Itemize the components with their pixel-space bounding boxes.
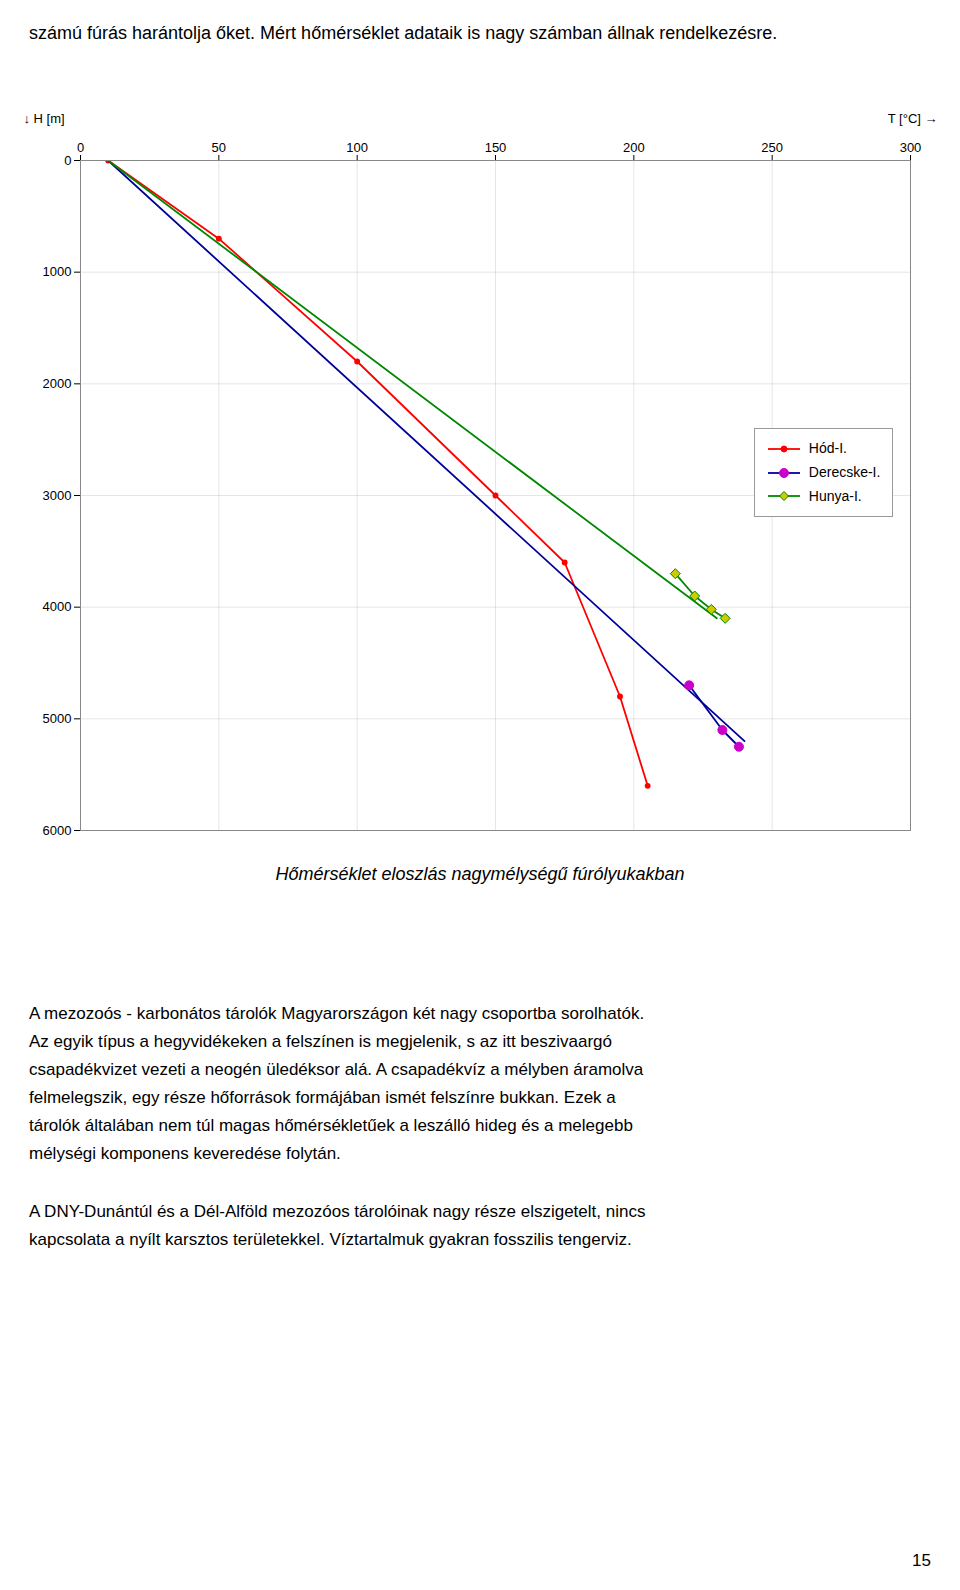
svg-text:↓ H [m]: ↓ H [m] xyxy=(24,111,65,126)
svg-text:100: 100 xyxy=(346,140,368,155)
svg-text:300: 300 xyxy=(900,140,922,155)
html-text:Hód-I.: Hód-I. xyxy=(808,440,847,456)
html-text:számú fúrás harántolja őket. M: számú fúrás harántolja őket. Mért hőmérs… xyxy=(29,23,778,43)
svg-text:2000: 2000 xyxy=(43,376,72,391)
svg-text:4000: 4000 xyxy=(43,599,72,614)
svg-text:T [°C] →: T [°C] → xyxy=(888,111,938,126)
html-text:A DNY-Dunántúl és a Dél-Alföld: A DNY-Dunántúl és a Dél-Alföld mezozóos … xyxy=(29,1202,646,1221)
html-text:csapadékvizet vezeti a neogén: csapadékvizet vezeti a neogén üledéksor … xyxy=(29,1060,644,1079)
svg-text:50: 50 xyxy=(212,140,226,155)
svg-text:150: 150 xyxy=(485,140,507,155)
html-text:felmelegszik, egy része hőforr: felmelegszik, egy része hőforrások formá… xyxy=(29,1088,616,1107)
html-text:Az egyik típus a hegyvidékeken: Az egyik típus a hegyvidékeken a felszín… xyxy=(29,1032,612,1051)
html-text:Hőmérséklet eloszlás nagymélys: Hőmérséklet eloszlás nagymélységű fúróly… xyxy=(275,864,685,884)
html-text:tárolók általában nem túl maga: tárolók általában nem túl magas hőmérsék… xyxy=(29,1116,633,1135)
svg-text:5000: 5000 xyxy=(43,711,72,726)
html-text:Derecske-I.: Derecske-I. xyxy=(808,463,881,480)
html-text:Hunya-I.: Hunya-I. xyxy=(808,487,862,504)
html-text:kapcsolata a nyílt karsztos te: kapcsolata a nyílt karsztos területekkel… xyxy=(29,1230,632,1249)
html-text:15: 15 xyxy=(912,1551,931,1570)
svg-text:6000: 6000 xyxy=(43,823,72,838)
svg-text:3000: 3000 xyxy=(43,488,72,503)
html-text:A mezozoós - karbonátos tároló: A mezozoós - karbonátos tárolók Magyaror… xyxy=(29,1004,645,1023)
svg-text:0: 0 xyxy=(64,153,71,168)
svg-text:200: 200 xyxy=(623,140,645,155)
html-text:mélységi komponens keveredése: mélységi komponens keveredése folytán. xyxy=(29,1144,341,1163)
svg-text:0: 0 xyxy=(77,140,84,155)
svg-text:1000: 1000 xyxy=(43,264,72,279)
svg-text:250: 250 xyxy=(761,140,783,155)
